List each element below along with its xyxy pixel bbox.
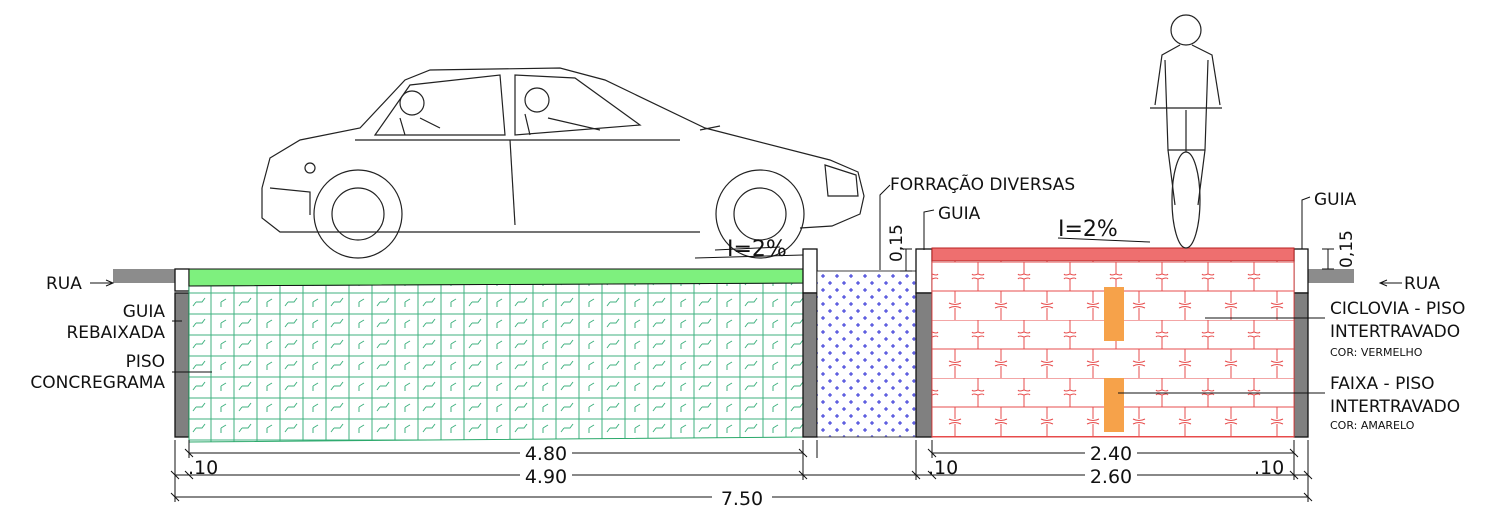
label-piso-2: CONCREGRAMA — [30, 373, 165, 393]
label-faixa-cor: COR: AMARELO — [1330, 419, 1415, 432]
curb-left — [174, 292, 190, 438]
leader-rua-right — [1378, 279, 1402, 287]
curb-cycle-right — [1293, 292, 1309, 438]
ground-cover — [816, 270, 917, 438]
label-guia-rebaixada-2: REBAIXADA — [66, 323, 165, 343]
height-mid-marker — [900, 248, 912, 272]
label-guia-right: GUIA — [1314, 190, 1357, 210]
dim-row1-left: 4.80 — [525, 443, 567, 465]
leader-forracao — [879, 184, 891, 270]
curb-left-top — [174, 268, 190, 292]
label-rua-left: RUA — [46, 274, 82, 294]
yellow-band-bottom — [1104, 378, 1124, 432]
curb-mid-top — [802, 248, 818, 294]
curb-cycle-left — [915, 292, 933, 438]
car-illustration — [261, 67, 865, 259]
label-guia-rebaixada-1: GUIA — [123, 302, 166, 322]
label-forracao: FORRAÇÃO DIVERSAS — [890, 173, 1075, 195]
label-ciclovia-cor: COR: VERMELHO — [1330, 346, 1423, 359]
road-left — [113, 269, 175, 283]
label-faixa-1: FAIXA - PISO — [1330, 374, 1435, 394]
dim-row2-b: 4.90 — [525, 466, 567, 488]
dim-row2-e: .10 — [1254, 457, 1284, 479]
dim-row2-d: 2.60 — [1090, 466, 1132, 488]
slope-left-line — [694, 246, 804, 259]
label-ciclovia-2: INTERTRAVADO — [1330, 322, 1460, 342]
leader-guia-mid — [923, 209, 935, 250]
slope-right-line — [1057, 237, 1151, 243]
curb-cycle-right-top — [1293, 248, 1309, 294]
label-rua-right: RUA — [1404, 274, 1440, 294]
dim-row1-right: 2.40 — [1090, 443, 1132, 465]
dim-row2-a: .10 — [188, 457, 218, 479]
grass-strip — [188, 268, 804, 287]
slope-right-label: I=2% — [1058, 217, 1118, 242]
concregrama-base — [188, 282, 804, 443]
label-faixa-2: INTERTRAVADO — [1330, 397, 1460, 417]
height-mid-label: 0,15 — [887, 224, 907, 262]
dim-row3: 7.50 — [721, 488, 763, 510]
yellow-band-top — [1104, 287, 1124, 341]
road-right — [1308, 269, 1354, 283]
curb-mid — [802, 292, 818, 438]
height-right-marker — [1322, 248, 1334, 270]
height-right-label: 0,15 — [1337, 230, 1357, 268]
leader-guia-right — [1301, 196, 1311, 249]
leader-rua-left — [90, 279, 115, 287]
cycle-strip — [931, 247, 1295, 262]
label-piso-1: PISO — [126, 352, 165, 372]
curb-cycle-left-top — [915, 248, 933, 294]
label-guia-mid: GUIA — [938, 204, 981, 224]
cyclist-illustration — [1150, 14, 1222, 249]
label-ciclovia-1: CICLOVIA - PISO — [1330, 299, 1465, 319]
dim-row2-c: .10 — [928, 457, 958, 479]
slope-left-label: I=2% — [727, 237, 787, 262]
